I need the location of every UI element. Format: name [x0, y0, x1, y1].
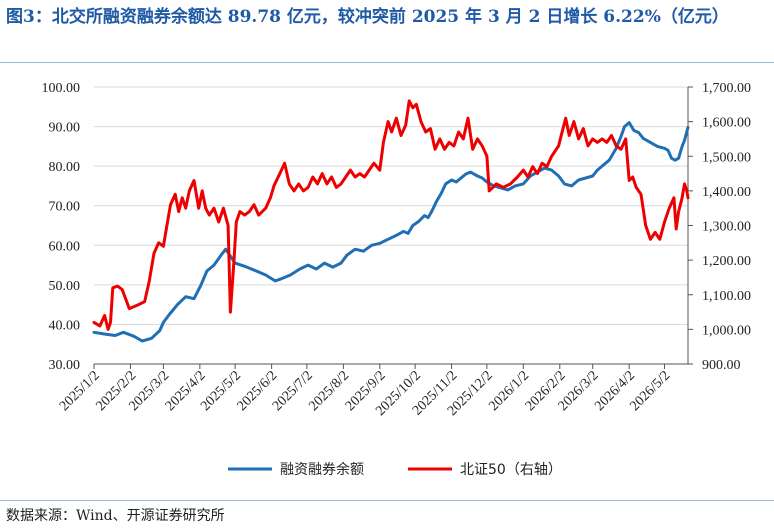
y-left-tick-label: 40.00 [49, 318, 81, 333]
y-right-tick-label: 1,200.00 [702, 254, 751, 269]
y-right-tick-label: 1,100.00 [702, 289, 751, 304]
y-left-tick-label: 100.00 [42, 81, 81, 96]
y-axis-left-ticks: 30.00 40.00 50.00 60.00 70.00 80.00 90.00 100.0… [42, 81, 81, 373]
series-line-bz50 [92, 99, 690, 331]
y-left-tick-label: 70.00 [49, 200, 81, 215]
series-line-margin-balance [92, 121, 690, 343]
legend-item-margin-balance-label: 融资融券余额 [280, 461, 364, 478]
y-right-tick-label: 1,300.00 [702, 220, 751, 235]
y-left-tick-label: 90.00 [49, 121, 81, 136]
y-right-tick-label: 1,000.00 [702, 323, 751, 338]
footer-divider [0, 500, 774, 501]
y-right-tick-label: 1,700.00 [702, 81, 751, 96]
chart: 30.00 40.00 50.00 60.00 70.00 80.00 90.00 100.0… [42, 81, 752, 478]
x-tick-label: 2026/5/2 [627, 368, 673, 414]
series-lines [92, 99, 690, 343]
title-divider [0, 62, 774, 63]
legend-item-bz50-label: 北证50（右轴） [460, 462, 562, 478]
y-right-tick-label: 1,500.00 [702, 150, 751, 165]
y-axis-right-ticks: 900.00 1,000.00 1,100.00 1,200.00 1,300.00 1,… [702, 81, 751, 373]
legend: 融资融券余额 北证50（右轴） [228, 461, 562, 478]
source-note: 数据来源：Wind、开源证券研究所 [6, 508, 225, 524]
y-right-tick-label: 1,400.00 [702, 185, 751, 200]
chart-title: 图3：北交所融资融券余额达 89.78 亿元，较冲突前 2025 年 3 月 2… [6, 7, 729, 27]
y-right-tick-label: 900.00 [702, 358, 741, 373]
x-axis-ticks: 2025/1/22025/2/22025/3/22025/4/22025/5/2… [57, 368, 673, 419]
y-left-tick-label: 60.00 [49, 239, 81, 254]
y-left-tick-label: 80.00 [49, 160, 81, 175]
y-left-tick-label: 30.00 [49, 358, 81, 373]
gridlines [94, 86, 688, 325]
y-left-tick-label: 50.00 [49, 279, 81, 294]
y-right-tick-label: 1,600.00 [702, 116, 751, 131]
